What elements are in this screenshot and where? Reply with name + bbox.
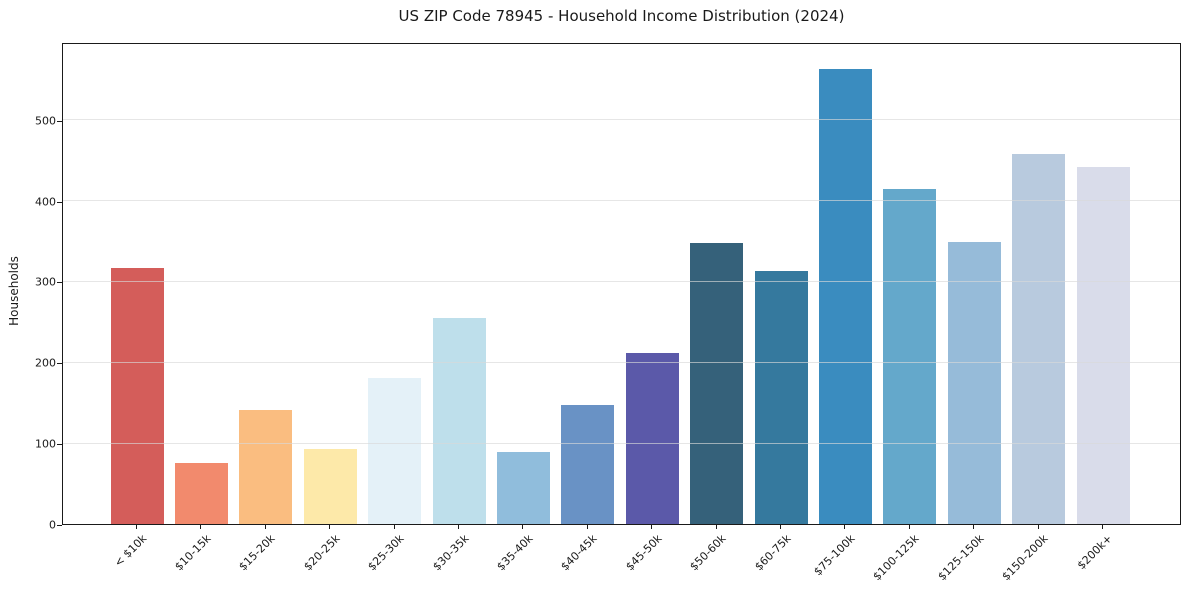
chart-title: US ZIP Code 78945 - Household Income Dis… <box>398 7 845 25</box>
x-tick-mark <box>715 525 717 529</box>
bar-$200k+ <box>1076 166 1130 524</box>
y-tick-label-300: 300 <box>35 275 56 289</box>
x-tick-mark <box>200 525 202 529</box>
x-tick-label-$75-100k: $75-100k <box>811 532 858 579</box>
x-tick-label-$25-30k: $25-30k <box>365 532 407 574</box>
gridline-200 <box>63 361 1180 363</box>
bar-$50-60k <box>690 243 744 524</box>
bar-$40-45k <box>561 405 615 524</box>
x-tick-mark <box>586 525 588 529</box>
x-tick-mark <box>522 525 524 529</box>
bar-$15-20k <box>239 410 293 524</box>
x-tick-mark <box>973 525 975 529</box>
bar-$30-35k <box>432 317 486 524</box>
x-tick-label-$125-150k: $125-150k <box>935 532 987 584</box>
x-tick-mark <box>329 525 331 529</box>
x-tick-label-$35-40k: $35-40k <box>494 532 536 574</box>
x-tick-label-$10-15k: $10-15k <box>172 532 214 574</box>
y-tick-label-400: 400 <box>35 195 56 208</box>
bar-$35-40k <box>496 452 550 524</box>
x-tick-mark <box>844 525 846 529</box>
y-tick-mark <box>57 282 62 284</box>
x-tick-label-$40-45k: $40-45k <box>558 532 601 574</box>
x-tick-mark <box>908 525 910 529</box>
y-axis-label: Households <box>7 256 21 326</box>
x-tick-mark <box>264 525 266 529</box>
x-tick-mark <box>1102 525 1103 529</box>
gridline-400 <box>63 200 1180 201</box>
bar-$150-200k <box>1012 154 1066 524</box>
y-tick-mark <box>57 201 62 203</box>
x-tick-label-$50-60k: $50-60k <box>687 532 729 574</box>
x-tick-mark <box>651 525 653 529</box>
x-tick-mark <box>136 525 137 529</box>
bar-$60-75k <box>754 270 808 524</box>
gridline-300 <box>63 280 1180 282</box>
y-tick-label-0: 0 <box>49 518 56 532</box>
y-tick-mark <box>57 120 62 122</box>
bar-$10-15k <box>174 462 228 524</box>
x-tick-label-$45-50k: $45-50k <box>623 532 665 574</box>
x-tick-mark <box>1037 525 1039 529</box>
bar-$45-50k <box>625 353 679 524</box>
x-tick-label-$100-125k: $100-125k <box>870 532 923 584</box>
y-tick-label-500: 500 <box>35 114 56 128</box>
bar-$125-150k <box>947 241 1001 524</box>
y-tick-mark <box>57 444 62 446</box>
bar-$20-25k <box>303 448 357 524</box>
y-tick-mark <box>57 363 62 365</box>
x-tick-label-$15-20k: $15-20k <box>236 532 279 574</box>
bar-< $10k <box>110 267 164 524</box>
gridline-100 <box>63 442 1180 444</box>
x-tick-label-$200k+: $200k+ <box>1075 532 1116 573</box>
y-tick-label-200: 200 <box>35 356 56 370</box>
x-tick-label-< $10k: < $10k <box>111 532 150 570</box>
x-tick-label-$30-35k: $30-35k <box>429 532 472 574</box>
y-tick-label-100: 100 <box>35 437 56 451</box>
gridline-500 <box>63 119 1180 121</box>
bar-$75-100k <box>818 68 872 524</box>
x-tick-label-$60-75k: $60-75k <box>751 532 794 574</box>
y-tick-mark <box>57 525 62 526</box>
bar-$25-30k <box>368 377 422 524</box>
x-tick-label-$150-200k: $150-200k <box>999 532 1051 584</box>
x-tick-mark <box>393 525 395 529</box>
x-tick-mark <box>458 525 459 529</box>
x-tick-label-$20-25k: $20-25k <box>301 532 343 574</box>
plot-area <box>62 43 1181 525</box>
x-tick-mark <box>780 525 781 529</box>
bar-$100-125k <box>883 189 937 524</box>
